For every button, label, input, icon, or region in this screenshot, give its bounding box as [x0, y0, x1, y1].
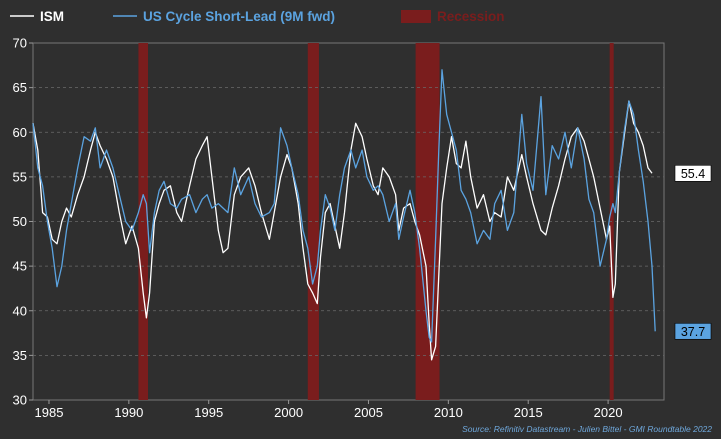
y-tick-label-70: 70: [13, 36, 27, 51]
y-tick-label-35: 35: [13, 348, 27, 363]
y-tick-label-50: 50: [13, 214, 27, 229]
recession-bar-2: [307, 43, 319, 400]
end-label-ism-text: 55.4: [681, 167, 705, 181]
end-labels: 55.4 37.7: [674, 165, 712, 340]
legend-label-recession: Recession: [437, 9, 505, 24]
end-label-cycle: 37.7: [674, 322, 712, 340]
y-tick-label-45: 45: [13, 259, 27, 274]
x-tick-label-1995: 1995: [194, 405, 223, 420]
x-tick-label-2015: 2015: [514, 405, 543, 420]
y-tick-label-30: 30: [13, 393, 27, 408]
end-label-ism: 55.4: [674, 165, 712, 182]
legend-label-cycle: US Cycle Short-Lead (9M fwd): [143, 9, 335, 24]
x-tick-label-2010: 2010: [434, 405, 463, 420]
source-note: Source: Refinitiv Datastream - Julien Bi…: [462, 424, 712, 434]
legend-label-ism: ISM: [40, 9, 64, 24]
end-label-cycle-text: 37.7: [681, 325, 705, 339]
x-tick-label-2020: 2020: [594, 405, 623, 420]
y-tick-label-65: 65: [13, 80, 27, 95]
series-line-cycle: [32, 69, 656, 343]
y-tick-label-55: 55: [13, 169, 27, 184]
legend: ISM US Cycle Short-Lead (9M fwd) Recessi…: [10, 9, 505, 24]
x-tick-label-2000: 2000: [274, 405, 303, 420]
y-tick-label-40: 40: [13, 303, 27, 318]
x-tick-label-2005: 2005: [354, 405, 383, 420]
legend-swatch-recession: [401, 10, 431, 23]
end-label-ism-box: [674, 165, 712, 182]
y-axis: 30 35 40 45 50 55 60 65 70: [13, 36, 33, 408]
x-tick-label-1990: 1990: [114, 405, 143, 420]
series-lines: [32, 69, 656, 361]
end-label-cycle-box: [674, 322, 712, 340]
x-tick-label-1985: 1985: [35, 405, 64, 420]
x-axis: 1985 1990 1995 2000 2005 2010 2015 2020: [35, 400, 623, 420]
recession-bar-3: [415, 43, 440, 400]
y-tick-label-60: 60: [13, 125, 27, 140]
